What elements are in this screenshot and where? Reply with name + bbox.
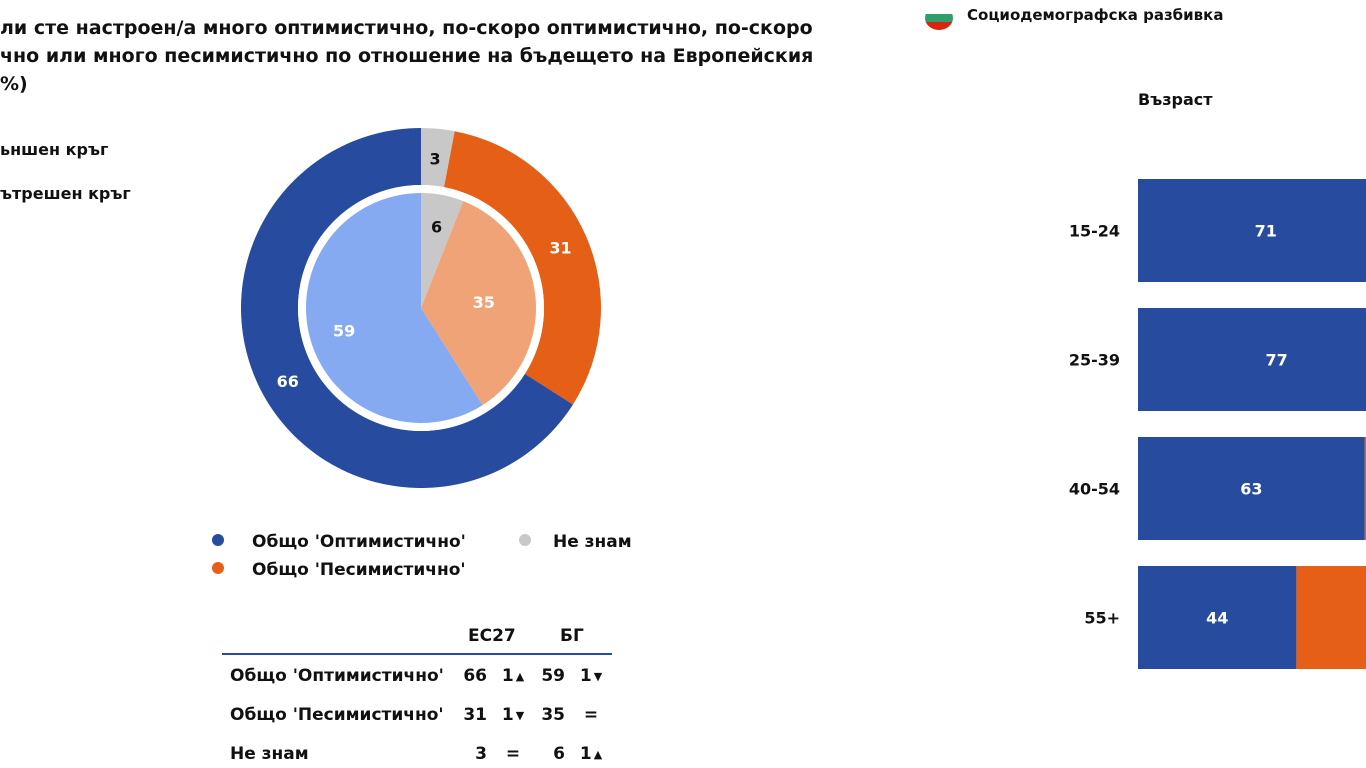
outer-ring-label: ьншен кръг (0, 140, 109, 159)
age-bar-optimistic (1138, 566, 1297, 669)
bg-change: = (583, 705, 599, 725)
bg-value: 59 (541, 666, 565, 686)
age-bar-value: 44 (1206, 609, 1228, 628)
eu27-value: 66 (463, 666, 487, 686)
eu27-change: 1 ▲ (501, 666, 525, 686)
outer-label-dont-know: 3 (430, 150, 441, 169)
age-bar-pessimistic (1296, 566, 1366, 669)
title-line-1: ли сте настроен/а много оптимистично, по… (0, 17, 813, 39)
age-category-label: 15-24 (1069, 222, 1120, 241)
legend-dont-know-label: Не знам (553, 532, 632, 552)
age-bar-value: 77 (1265, 351, 1287, 370)
column-header-eu27: ЕС27 (468, 626, 516, 646)
table-row-label: Общо 'Песимистично' (230, 705, 444, 725)
eu27-change: 1 ▼ (501, 705, 525, 725)
outer-slice-optimistic (241, 128, 573, 488)
chart-title: ли сте настроен/а много оптимистично, по… (0, 14, 814, 98)
table-row-label: Не знам (230, 744, 309, 764)
flag-stripe-white (925, 6, 953, 14)
age-group-title: Възраст (1138, 90, 1213, 109)
bg-value: 6 (553, 744, 565, 764)
age-category-label: 25-39 (1069, 351, 1120, 370)
legend-optimistic-label: Общо 'Оптимистично' (252, 532, 466, 552)
bg-change: 1 ▲ (579, 744, 603, 764)
triangle-down-icon: ▼ (515, 709, 525, 722)
legend-pessimistic-swatch (212, 562, 224, 574)
triangle-up-icon: ▲ (515, 670, 525, 683)
age-bar-optimistic (1138, 179, 1366, 282)
age-bar-chart: 15-24 71 25-39 77 40-54 63 55+ 44 (1069, 179, 1366, 669)
age-bar-value: 63 (1240, 480, 1262, 499)
inner-label-dont-know: 6 (431, 217, 442, 236)
triangle-up-icon: ▲ (593, 748, 603, 761)
flag-stripe-green (925, 14, 953, 22)
inner-ring-label: ътрешен кръг (0, 184, 131, 203)
column-header-bg: БГ (560, 626, 584, 646)
outer-slice-pessimistic (444, 131, 601, 405)
title-line-3: %) (0, 73, 28, 95)
outer-slice-dont-know (421, 128, 455, 188)
age-category-label: 40-54 (1069, 480, 1120, 499)
outer-label-optimistic: 66 (277, 372, 299, 391)
legend-dont-know-swatch (519, 534, 531, 546)
bulgaria-flag-icon (925, 6, 953, 30)
table-divider (222, 653, 612, 655)
breakdown-title: Социодемографска разбивка (967, 6, 1224, 24)
table-row-label: Общо 'Оптимистично' (230, 666, 444, 686)
legend-optimistic: Общо 'Оптимистично' (212, 532, 466, 552)
title-line-2: чно или много песимистично по отношение … (0, 45, 814, 67)
eu27-value: 31 (463, 705, 487, 725)
age-category-label: 55+ (1084, 609, 1120, 628)
age-bar-optimistic (1138, 437, 1365, 540)
inner-slice-pessimistic (421, 201, 536, 406)
inner-slice-optimistic (306, 193, 483, 423)
triangle-down-icon: ▼ (593, 670, 603, 683)
age-bar-pessimistic (1364, 437, 1366, 540)
inner-label-pessimistic: 35 (473, 293, 495, 312)
eu27-value: 3 (475, 744, 487, 764)
age-bar-optimistic (1138, 308, 1366, 411)
flag-stripe-red (925, 22, 953, 30)
inner-label-optimistic: 59 (333, 321, 355, 340)
legend-pessimistic-label: Общо 'Песимистично' (252, 560, 466, 580)
inner-slice-dont-know (421, 193, 464, 308)
outer-label-pessimistic: 31 (549, 239, 571, 258)
legend-pessimistic: Общо 'Песимистично' (212, 560, 466, 580)
eu27-change: = (505, 744, 521, 764)
legend-optimistic-swatch (212, 534, 224, 546)
legend-dont-know: Не знам (519, 532, 632, 552)
bg-change: 1 ▼ (579, 666, 603, 686)
age-bar-value: 71 (1255, 222, 1277, 241)
bg-value: 35 (541, 705, 565, 725)
